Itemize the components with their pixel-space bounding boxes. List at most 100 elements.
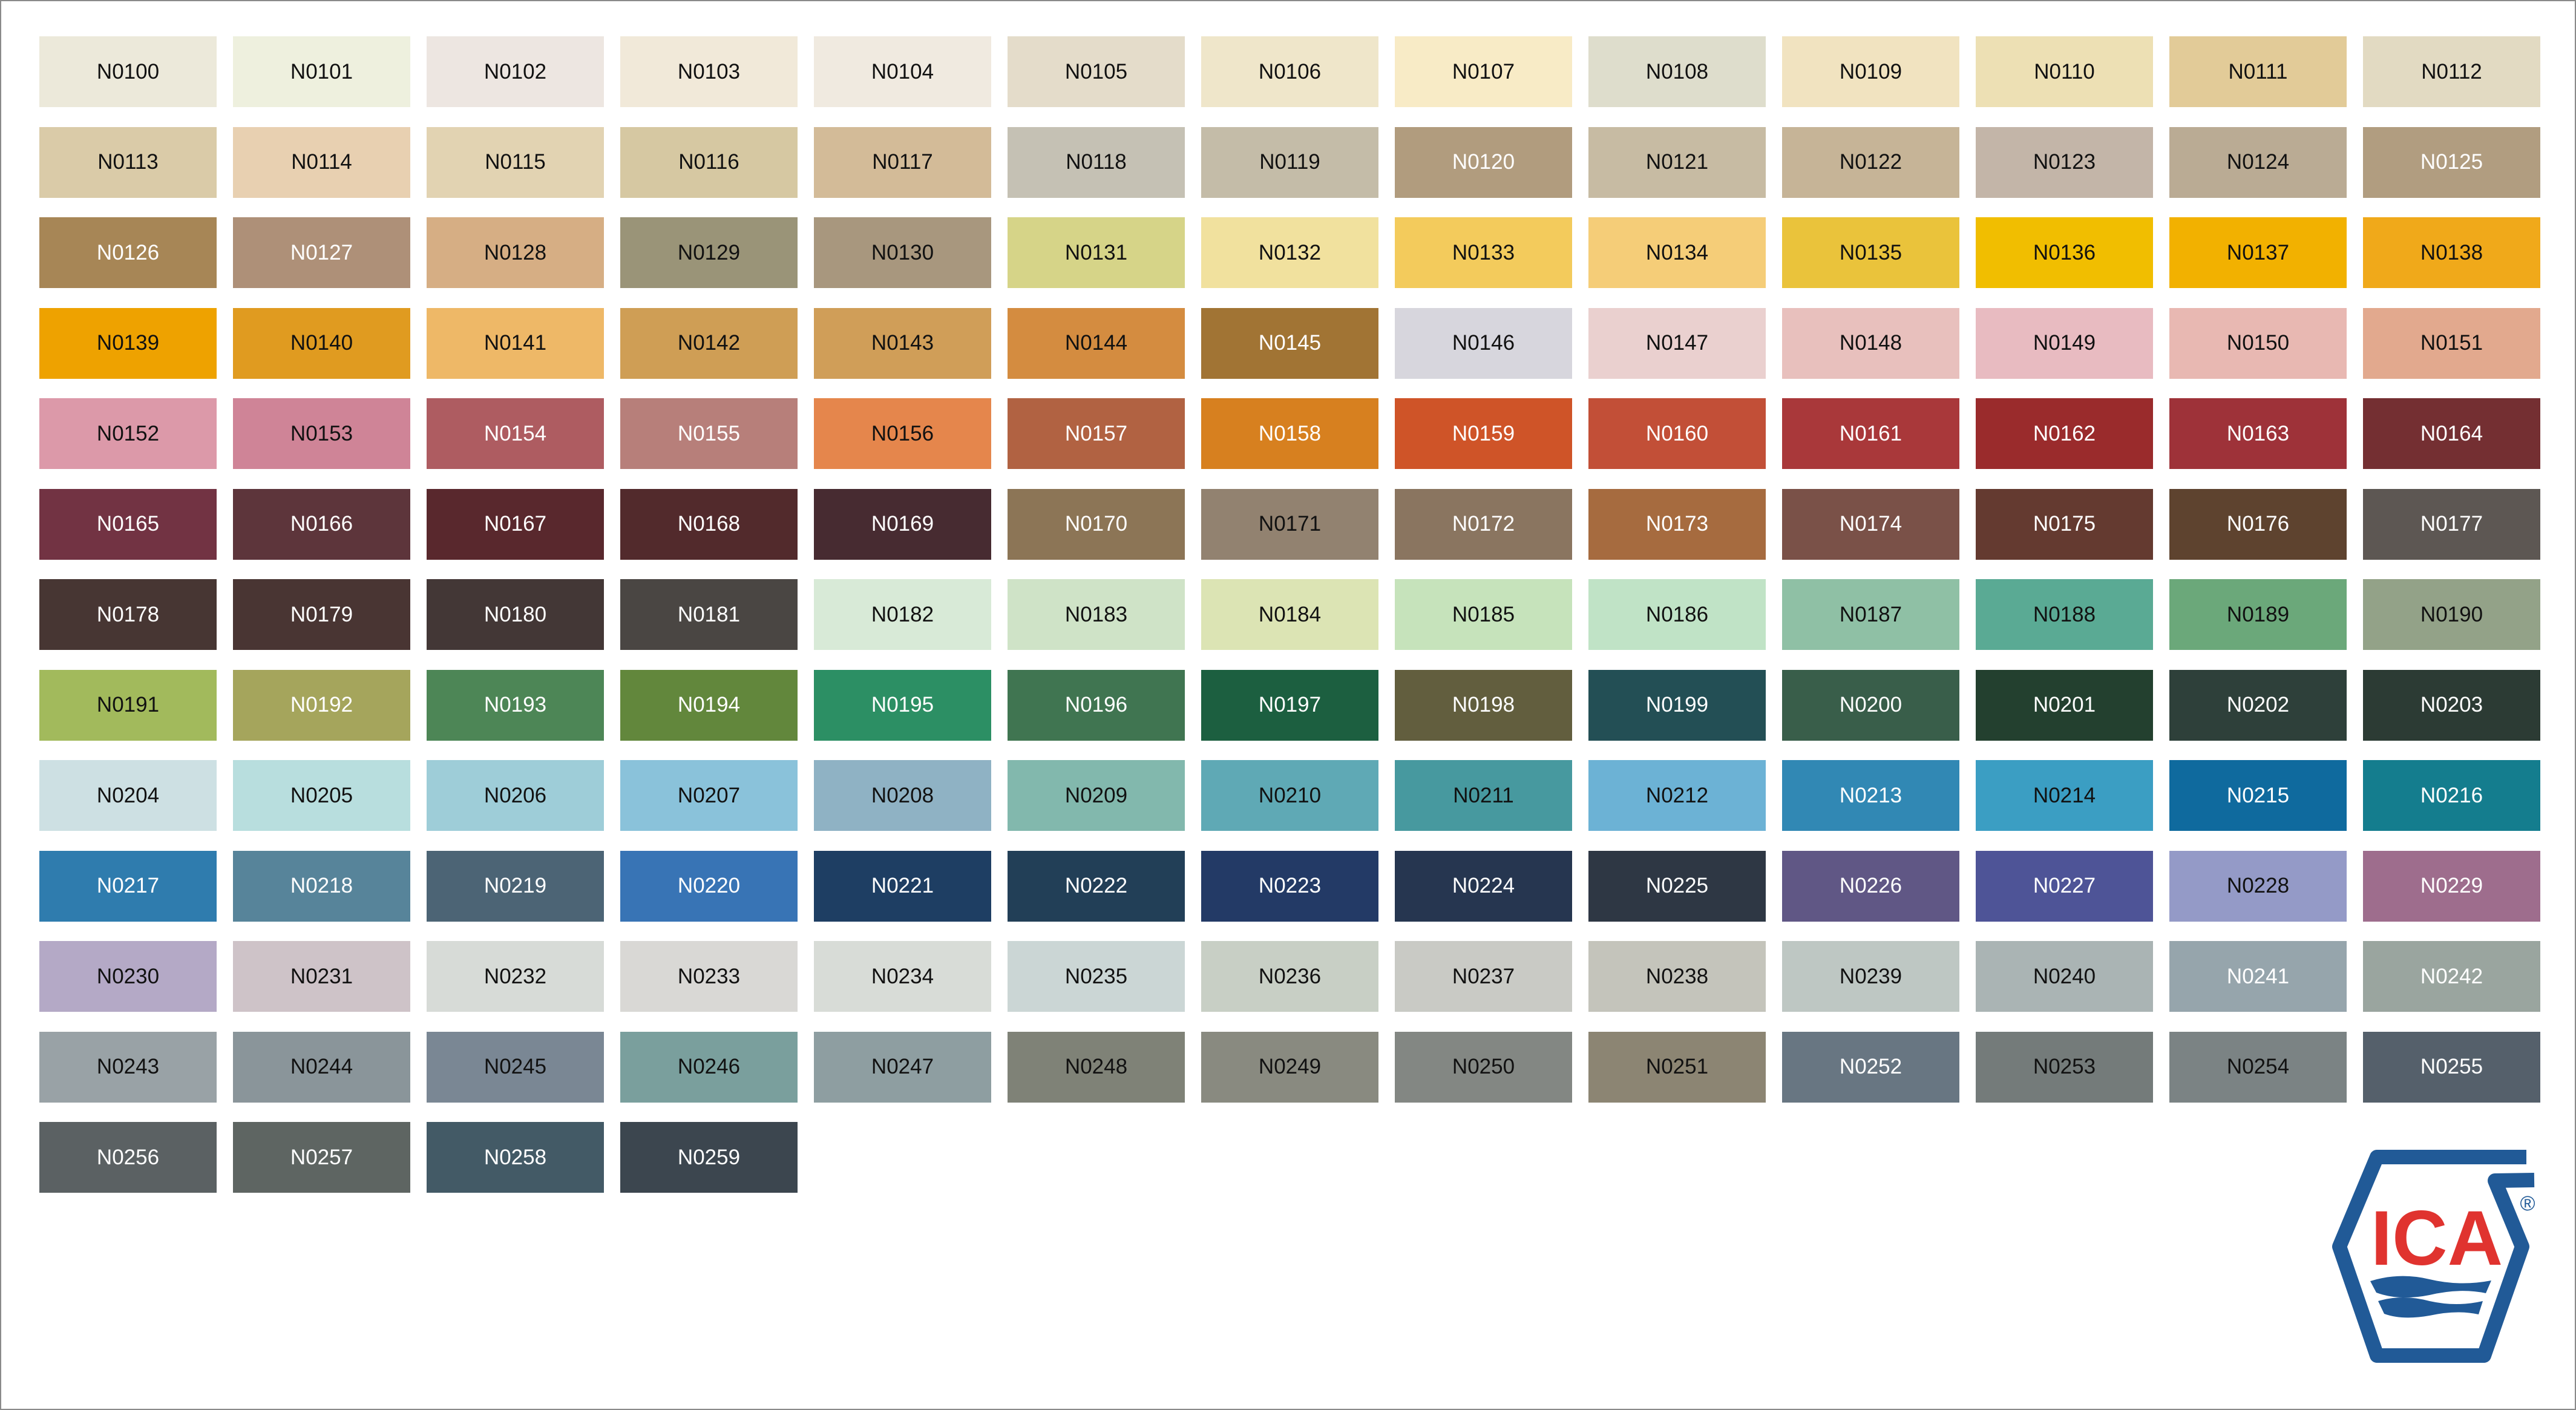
- swatch-code-label: N0250: [1452, 1055, 1515, 1078]
- color-swatch: N0167: [427, 488, 604, 560]
- color-swatch: N0136: [1976, 217, 2153, 288]
- color-swatch: N0119: [1201, 126, 1378, 198]
- swatch-code-label: N0206: [483, 783, 547, 807]
- swatch-code-label: N0219: [483, 874, 547, 897]
- color-swatch: N0168: [620, 488, 798, 560]
- swatch-code-label: N0120: [1452, 150, 1515, 174]
- swatch-code-label: N0138: [2420, 240, 2483, 264]
- swatch-code-label: N0109: [1839, 59, 1903, 84]
- swatch-code-label: N0162: [2033, 421, 2096, 445]
- color-swatch: N0185: [1395, 579, 1572, 650]
- swatch-code-label: N0131: [1064, 240, 1128, 264]
- color-swatch: N0178: [39, 579, 217, 650]
- color-swatch: N0220: [620, 850, 798, 922]
- color-swatch: N0204: [39, 760, 217, 831]
- color-swatch: N0145: [1201, 307, 1378, 379]
- swatch-code-label: N0225: [1645, 874, 1709, 897]
- swatch-code-label: N0128: [483, 240, 547, 264]
- color-swatch: N0236: [1201, 941, 1378, 1012]
- color-swatch: N0141: [427, 307, 604, 379]
- swatch-code-label: N0198: [1452, 693, 1515, 716]
- color-swatch: N0255: [2363, 1031, 2540, 1103]
- color-swatch: N0150: [2169, 307, 2347, 379]
- color-swatch: N0212: [1588, 760, 1766, 831]
- color-swatch: N0102: [427, 36, 604, 107]
- color-swatch: N0200: [1782, 669, 1959, 741]
- swatch-code-label: N0254: [2226, 1055, 2290, 1078]
- color-swatch: N0169: [814, 488, 991, 560]
- swatch-code-label: N0247: [871, 1055, 934, 1078]
- swatch-code-label: N0175: [2033, 512, 2096, 536]
- color-swatch: N0181: [620, 579, 798, 650]
- swatch-code-label: N0150: [2226, 331, 2290, 355]
- ica-logo: ICA ®: [2332, 1150, 2535, 1363]
- color-swatch: N0113: [39, 126, 217, 198]
- color-swatch: N0203: [2363, 669, 2540, 741]
- color-swatch: N0109: [1782, 36, 1959, 107]
- swatch-code-label: N0208: [871, 783, 934, 807]
- color-swatch: N0112: [2363, 36, 2540, 107]
- color-swatch: N0246: [620, 1031, 798, 1103]
- swatch-code-label: N0110: [2034, 59, 2095, 84]
- swatch-code-label: N0258: [483, 1145, 547, 1169]
- swatch-code-label: N0140: [290, 331, 353, 355]
- color-swatch: N0118: [1008, 126, 1185, 198]
- color-swatch: N0249: [1201, 1031, 1378, 1103]
- swatch-code-label: N0149: [2033, 331, 2096, 355]
- swatch-code-label: N0238: [1645, 964, 1709, 988]
- swatch-code-label: N0239: [1839, 964, 1903, 988]
- color-swatch: N0173: [1588, 488, 1766, 560]
- color-swatch: N0177: [2363, 488, 2540, 560]
- swatch-code-label: N0161: [1839, 421, 1903, 445]
- color-swatch: N0241: [2169, 941, 2347, 1012]
- swatch-code-label: N0173: [1645, 512, 1709, 536]
- color-swatch: N0250: [1395, 1031, 1572, 1103]
- color-swatch: N0104: [814, 36, 991, 107]
- swatch-code-label: N0176: [2226, 512, 2290, 536]
- swatch-code-label: N0228: [2226, 874, 2290, 897]
- swatch-code-label: N0192: [290, 693, 353, 716]
- color-swatch: N0146: [1395, 307, 1572, 379]
- swatch-code-label: N0145: [1258, 331, 1322, 355]
- swatch-code-label: N0210: [1258, 783, 1322, 807]
- swatch-code-label: N0182: [871, 602, 934, 626]
- swatch-code-label: N0127: [290, 240, 353, 264]
- color-swatch: N0133: [1395, 217, 1572, 288]
- swatch-code-label: N0151: [2420, 331, 2483, 355]
- color-swatch: N0117: [814, 126, 991, 198]
- swatch-code-label: N0170: [1064, 512, 1128, 536]
- color-swatch: N0159: [1395, 398, 1572, 469]
- swatch-code-label: N0117: [872, 150, 933, 174]
- swatch-code-label: N0194: [677, 693, 741, 716]
- color-swatch: N0214: [1976, 760, 2153, 831]
- color-swatch: N0170: [1008, 488, 1185, 560]
- swatch-code-label: N0251: [1645, 1055, 1709, 1078]
- swatch-code-label: N0153: [290, 421, 353, 445]
- color-swatch: N0233: [620, 941, 798, 1012]
- color-swatch: N0215: [2169, 760, 2347, 831]
- swatch-code-label: N0154: [483, 421, 547, 445]
- swatch-code-label: N0129: [677, 240, 741, 264]
- color-swatch: N0142: [620, 307, 798, 379]
- color-swatch: N0209: [1008, 760, 1185, 831]
- swatch-code-label: N0165: [96, 512, 160, 536]
- swatch-code-label: N0230: [96, 964, 160, 988]
- color-swatch: N0186: [1588, 579, 1766, 650]
- swatch-code-label: N0234: [871, 964, 934, 988]
- swatch-code-label: N0178: [96, 602, 160, 626]
- swatch-code-label: N0152: [96, 421, 160, 445]
- color-swatch: N0120: [1395, 126, 1572, 198]
- color-swatch: N0127: [233, 217, 410, 288]
- swatch-code-label: N0229: [2420, 874, 2483, 897]
- logo-wave-icon: [2370, 1276, 2491, 1298]
- swatch-code-label: N0167: [483, 512, 547, 536]
- color-swatch: N0100: [39, 36, 217, 107]
- color-swatch: N0187: [1782, 579, 1959, 650]
- swatch-code-label: N0216: [2420, 783, 2483, 807]
- swatch-code-label: N0245: [483, 1055, 547, 1078]
- color-swatch: N0193: [427, 669, 604, 741]
- color-swatch: N0235: [1008, 941, 1185, 1012]
- color-swatch: N0239: [1782, 941, 1959, 1012]
- color-swatch: N0107: [1395, 36, 1572, 107]
- color-swatch: N0140: [233, 307, 410, 379]
